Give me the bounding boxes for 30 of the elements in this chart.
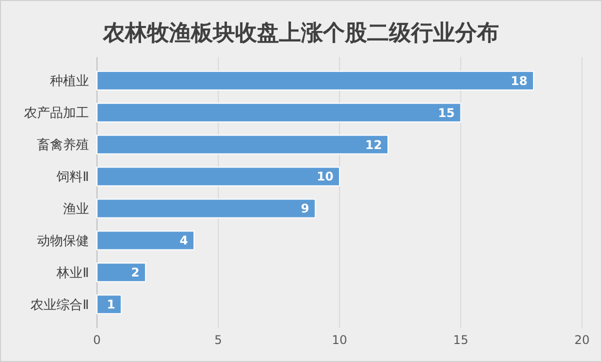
x-tick-label: 10: [332, 333, 348, 347]
bar: [96, 262, 146, 282]
x-tick-label: 0: [93, 333, 101, 347]
x-tick-label: 5: [214, 333, 222, 347]
y-tick-label: 饲料Ⅱ: [56, 170, 89, 186]
y-tick-label: 畜禽养殖: [37, 137, 89, 154]
bar: [96, 102, 462, 122]
data-label: 4: [180, 234, 188, 248]
bar: [96, 134, 388, 154]
y-tick-label: 渔业: [63, 202, 89, 218]
x-tick-label: 20: [574, 333, 590, 347]
y-tick-label: 农产品加工: [24, 106, 89, 122]
y-tick-label: 林业Ⅱ: [56, 266, 89, 281]
data-label: 15: [438, 106, 455, 120]
bar: [96, 70, 534, 90]
bar: [96, 294, 122, 314]
data-label: 9: [300, 202, 310, 216]
y-tick-label: 种植业: [50, 74, 89, 90]
bar: [96, 230, 194, 250]
bar: [96, 166, 340, 186]
y-tick-label: 动物保健: [37, 234, 89, 249]
y-tick-label: 农业综合Ⅱ: [30, 298, 89, 313]
data-label: 18: [510, 74, 528, 88]
data-label: 10: [316, 170, 334, 184]
bar: [96, 198, 316, 218]
data-label: 12: [365, 138, 382, 152]
data-label: 2: [131, 266, 140, 280]
x-tick-label: 15: [453, 333, 468, 347]
data-label: 1: [106, 298, 116, 312]
chart-title: 农林牧渔板块收盘上涨个股二级行业分布: [102, 21, 499, 46]
